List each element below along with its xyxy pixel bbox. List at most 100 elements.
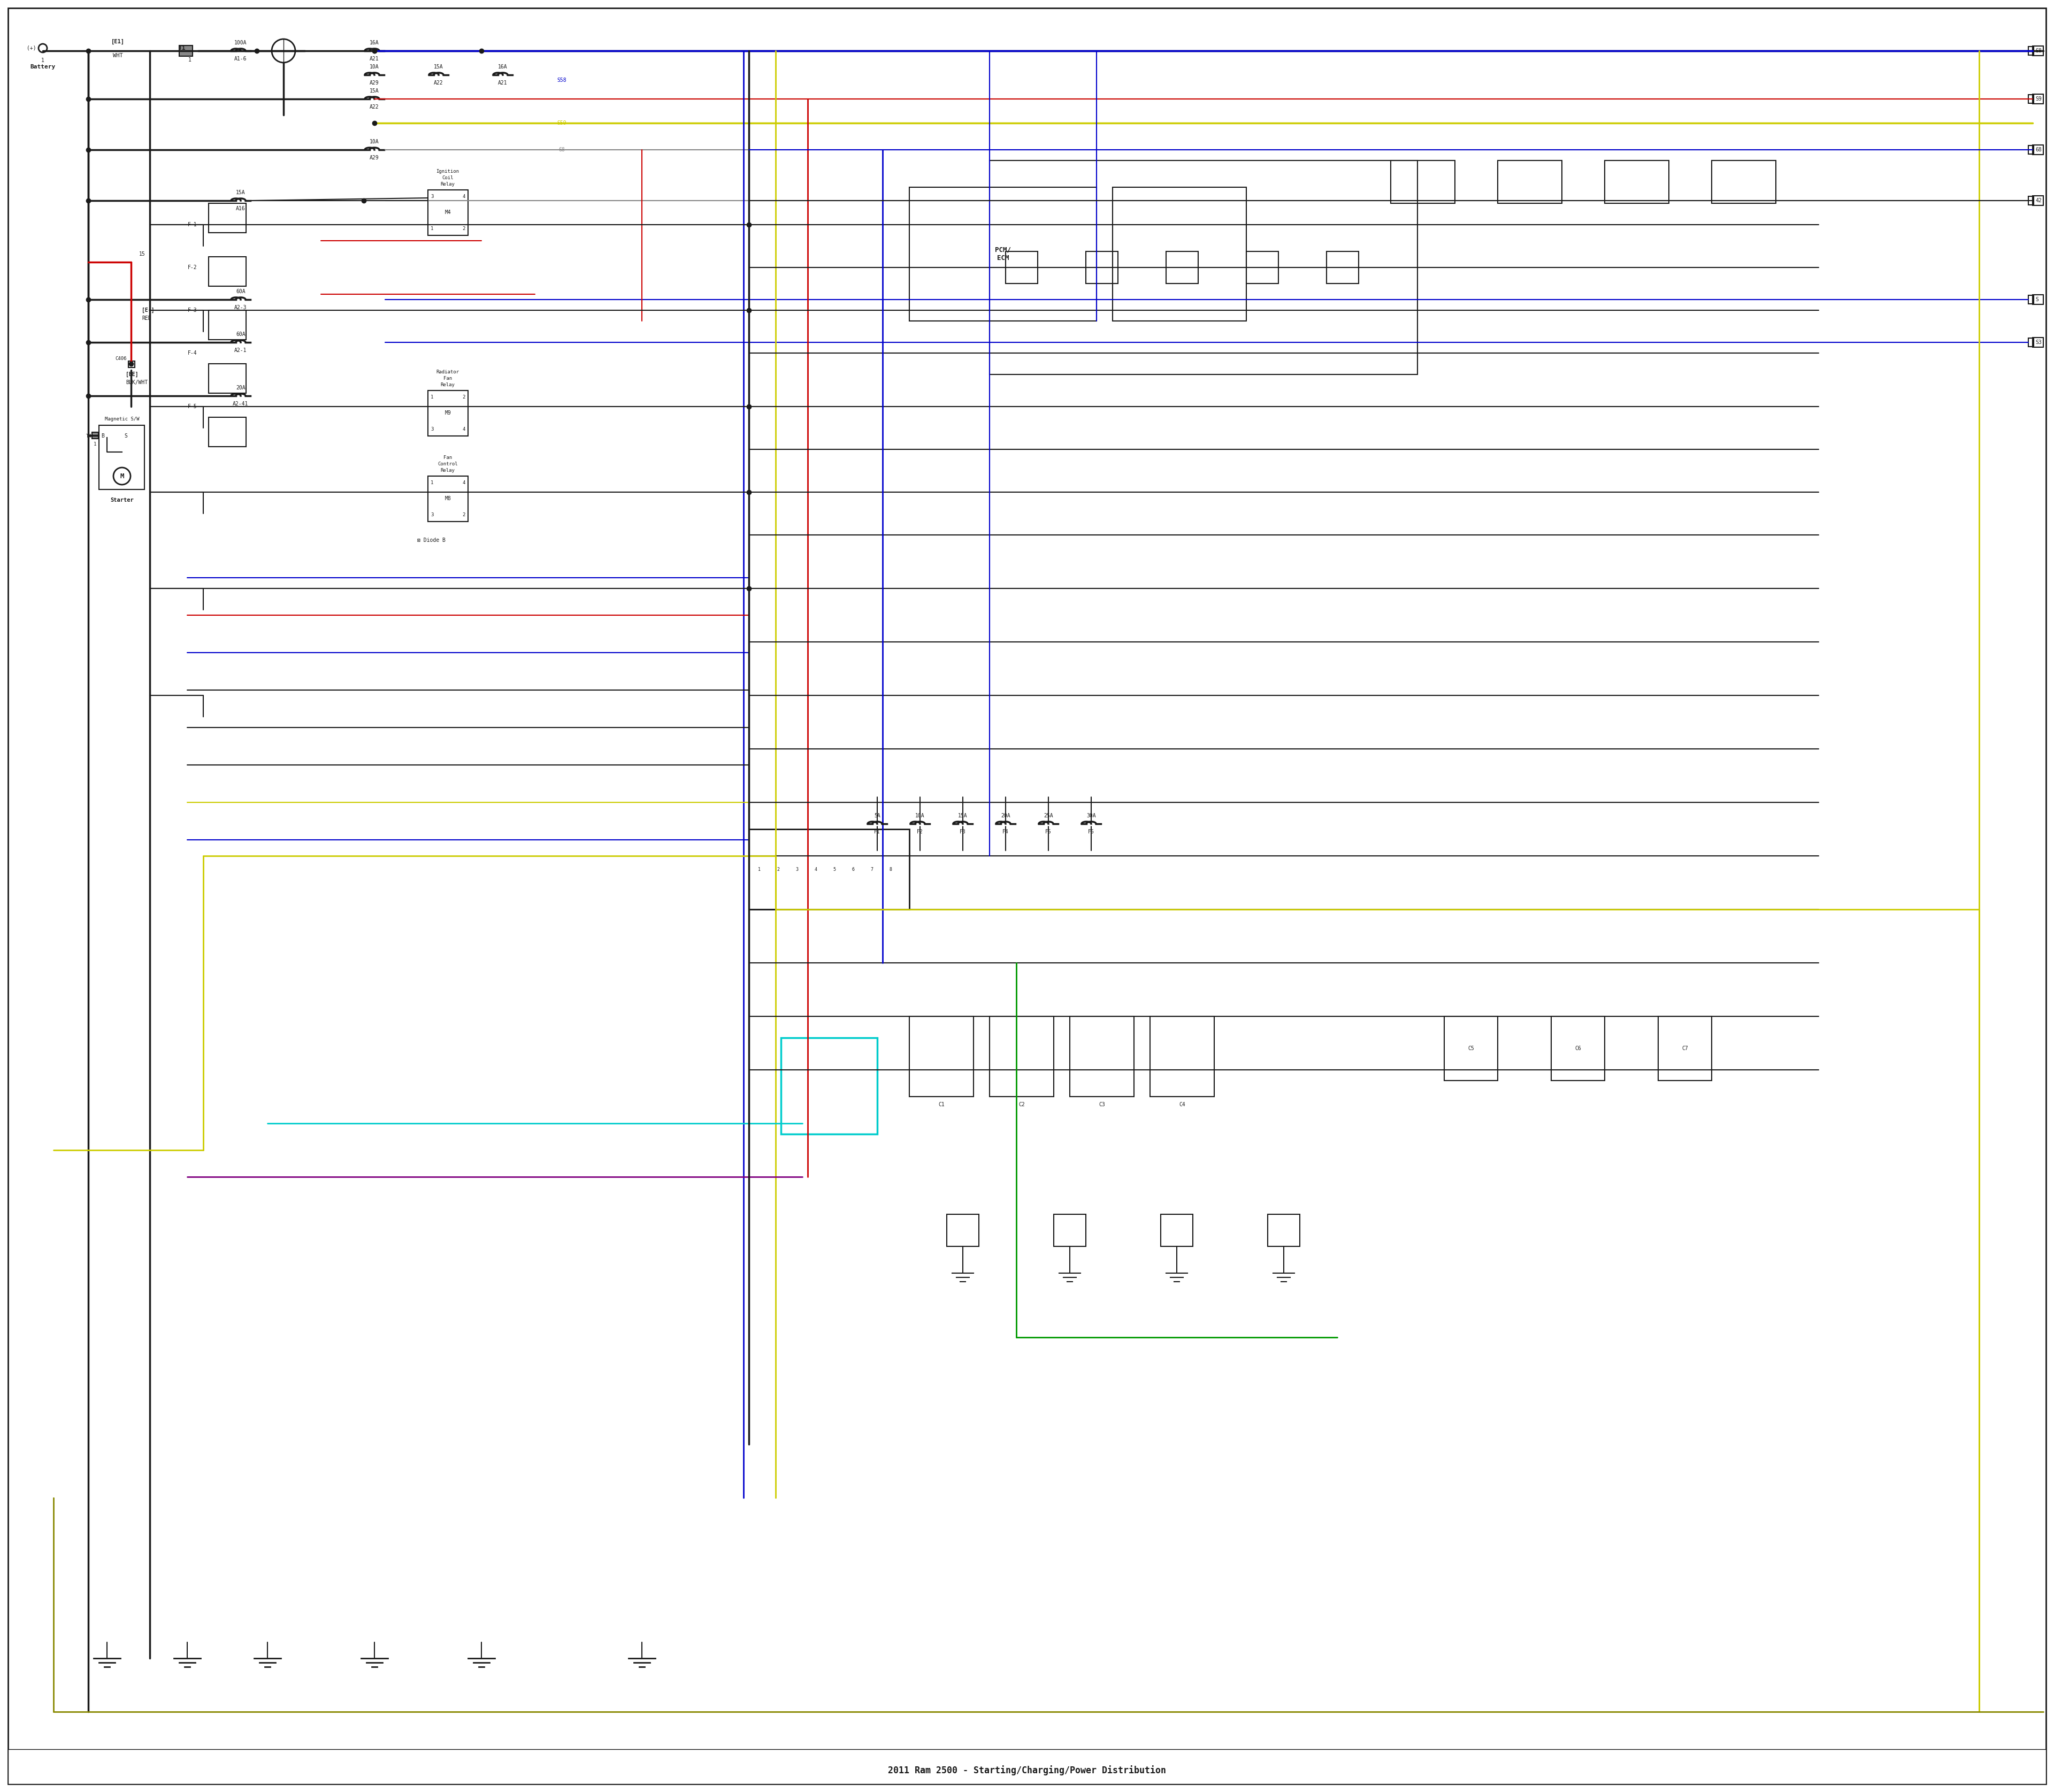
Bar [990, 1016, 1054, 1097]
Text: WHT: WHT [113, 54, 123, 59]
Text: F-2: F-2 [187, 265, 197, 271]
Text: 16A: 16A [497, 65, 507, 70]
Text: Magnetic S/W: Magnetic S/W [105, 418, 140, 421]
Text: F-1: F-1 [187, 222, 197, 228]
Bar [990, 161, 1417, 375]
Text: C6: C6 [1575, 1047, 1582, 1052]
Bar [1391, 161, 1454, 202]
Text: S58: S58 [557, 77, 567, 82]
Bar [781, 1038, 877, 1134]
Text: 1: 1 [41, 57, 45, 63]
Text: 1: 1 [189, 57, 191, 63]
Text: A16: A16 [236, 206, 244, 211]
Text: 3: 3 [795, 867, 799, 871]
Bar [910, 186, 1097, 321]
Text: A22: A22 [433, 81, 444, 86]
Text: 15: 15 [140, 251, 146, 256]
Text: Radiator: Radiator [435, 369, 460, 375]
Bar [1551, 1016, 1604, 1081]
Text: S59: S59 [557, 120, 567, 125]
Text: 4: 4 [462, 480, 466, 486]
Text: 25A: 25A [1043, 814, 1054, 819]
Text: 7: 7 [871, 867, 873, 871]
Text: 4: 4 [462, 426, 466, 432]
Text: 60A: 60A [236, 289, 244, 294]
Text: [E1]: [E1] [111, 39, 125, 45]
Bar [750, 830, 910, 909]
Bar [1247, 251, 1278, 283]
Text: F-5: F-5 [187, 403, 197, 409]
Text: Relay: Relay [440, 382, 454, 387]
Text: 5: 5 [834, 867, 836, 871]
Text: F4: F4 [1002, 830, 1009, 835]
Text: 1: 1 [758, 867, 760, 871]
Text: 1: 1 [431, 394, 433, 400]
Text: Relay: Relay [440, 181, 454, 186]
Text: 30A: 30A [1087, 814, 1097, 819]
Text: B: B [101, 434, 105, 439]
Bar [99, 425, 144, 489]
Text: C3: C3 [1099, 1102, 1105, 1107]
Text: 15A: 15A [957, 814, 967, 819]
Bar [2033, 95, 2044, 104]
Text: S3: S3 [2036, 340, 2042, 346]
Text: 20A: 20A [236, 385, 244, 391]
Text: 5A: 5A [875, 814, 881, 819]
Text: M8: M8 [444, 496, 450, 502]
Text: C5: C5 [1469, 1047, 1475, 1052]
Text: C4: C4 [1179, 1102, 1185, 1107]
Text: M: M [119, 473, 123, 480]
Text: Battery: Battery [31, 65, 55, 70]
Text: F-4: F-4 [187, 351, 197, 357]
Bar [1167, 251, 1197, 283]
Text: 60A: 60A [236, 332, 244, 337]
Bar [8, 1749, 2046, 1785]
Bar [127, 360, 136, 367]
Text: Fan: Fan [444, 376, 452, 382]
Text: A21: A21 [497, 81, 507, 86]
Text: 15A: 15A [236, 190, 244, 195]
Text: 2011 Ram 2500 - Starting/Charging/Power Distribution: 2011 Ram 2500 - Starting/Charging/Power … [887, 1765, 1167, 1776]
Bar [1497, 161, 1561, 202]
Bar [179, 45, 193, 56]
Text: F2: F2 [916, 830, 922, 835]
Bar [427, 190, 468, 235]
Text: Ignition: Ignition [435, 168, 460, 174]
Text: [EE]: [EE] [125, 371, 138, 376]
Bar [2027, 47, 2033, 56]
Text: T4: T4 [86, 434, 92, 439]
Bar [2027, 95, 2033, 104]
Bar [210, 364, 246, 392]
Text: S: S [123, 434, 127, 439]
Text: 10A: 10A [370, 140, 380, 145]
Text: 10A: 10A [370, 65, 380, 70]
Bar [1711, 161, 1777, 202]
Text: A2-1: A2-1 [234, 348, 246, 353]
Text: Relay: Relay [440, 468, 454, 473]
Bar [1327, 251, 1358, 283]
Text: 2: 2 [462, 394, 466, 400]
Text: 100A: 100A [234, 39, 246, 45]
Bar [1113, 186, 1247, 321]
Bar [210, 310, 246, 340]
Text: 2: 2 [462, 513, 466, 518]
Text: F-3: F-3 [187, 308, 197, 314]
Text: C1: C1 [939, 1102, 945, 1107]
Bar [2027, 145, 2033, 154]
Bar [1070, 1016, 1134, 1097]
Text: 1: 1 [431, 226, 433, 231]
Text: 10A: 10A [916, 814, 924, 819]
Text: 8: 8 [889, 867, 891, 871]
Text: F5: F5 [1045, 830, 1052, 835]
Text: [E-]: [E-] [142, 308, 154, 314]
Text: 15A: 15A [370, 88, 380, 93]
Bar [210, 202, 246, 233]
Bar [2027, 339, 2033, 346]
Text: F1: F1 [875, 830, 881, 835]
Text: 20A: 20A [1000, 814, 1011, 819]
Text: Fan: Fan [444, 455, 452, 461]
Text: PCM/
ECM: PCM/ ECM [994, 247, 1011, 262]
Text: 42: 42 [2036, 197, 2042, 202]
Text: C7: C7 [1682, 1047, 1688, 1052]
Bar [1658, 1016, 1711, 1081]
